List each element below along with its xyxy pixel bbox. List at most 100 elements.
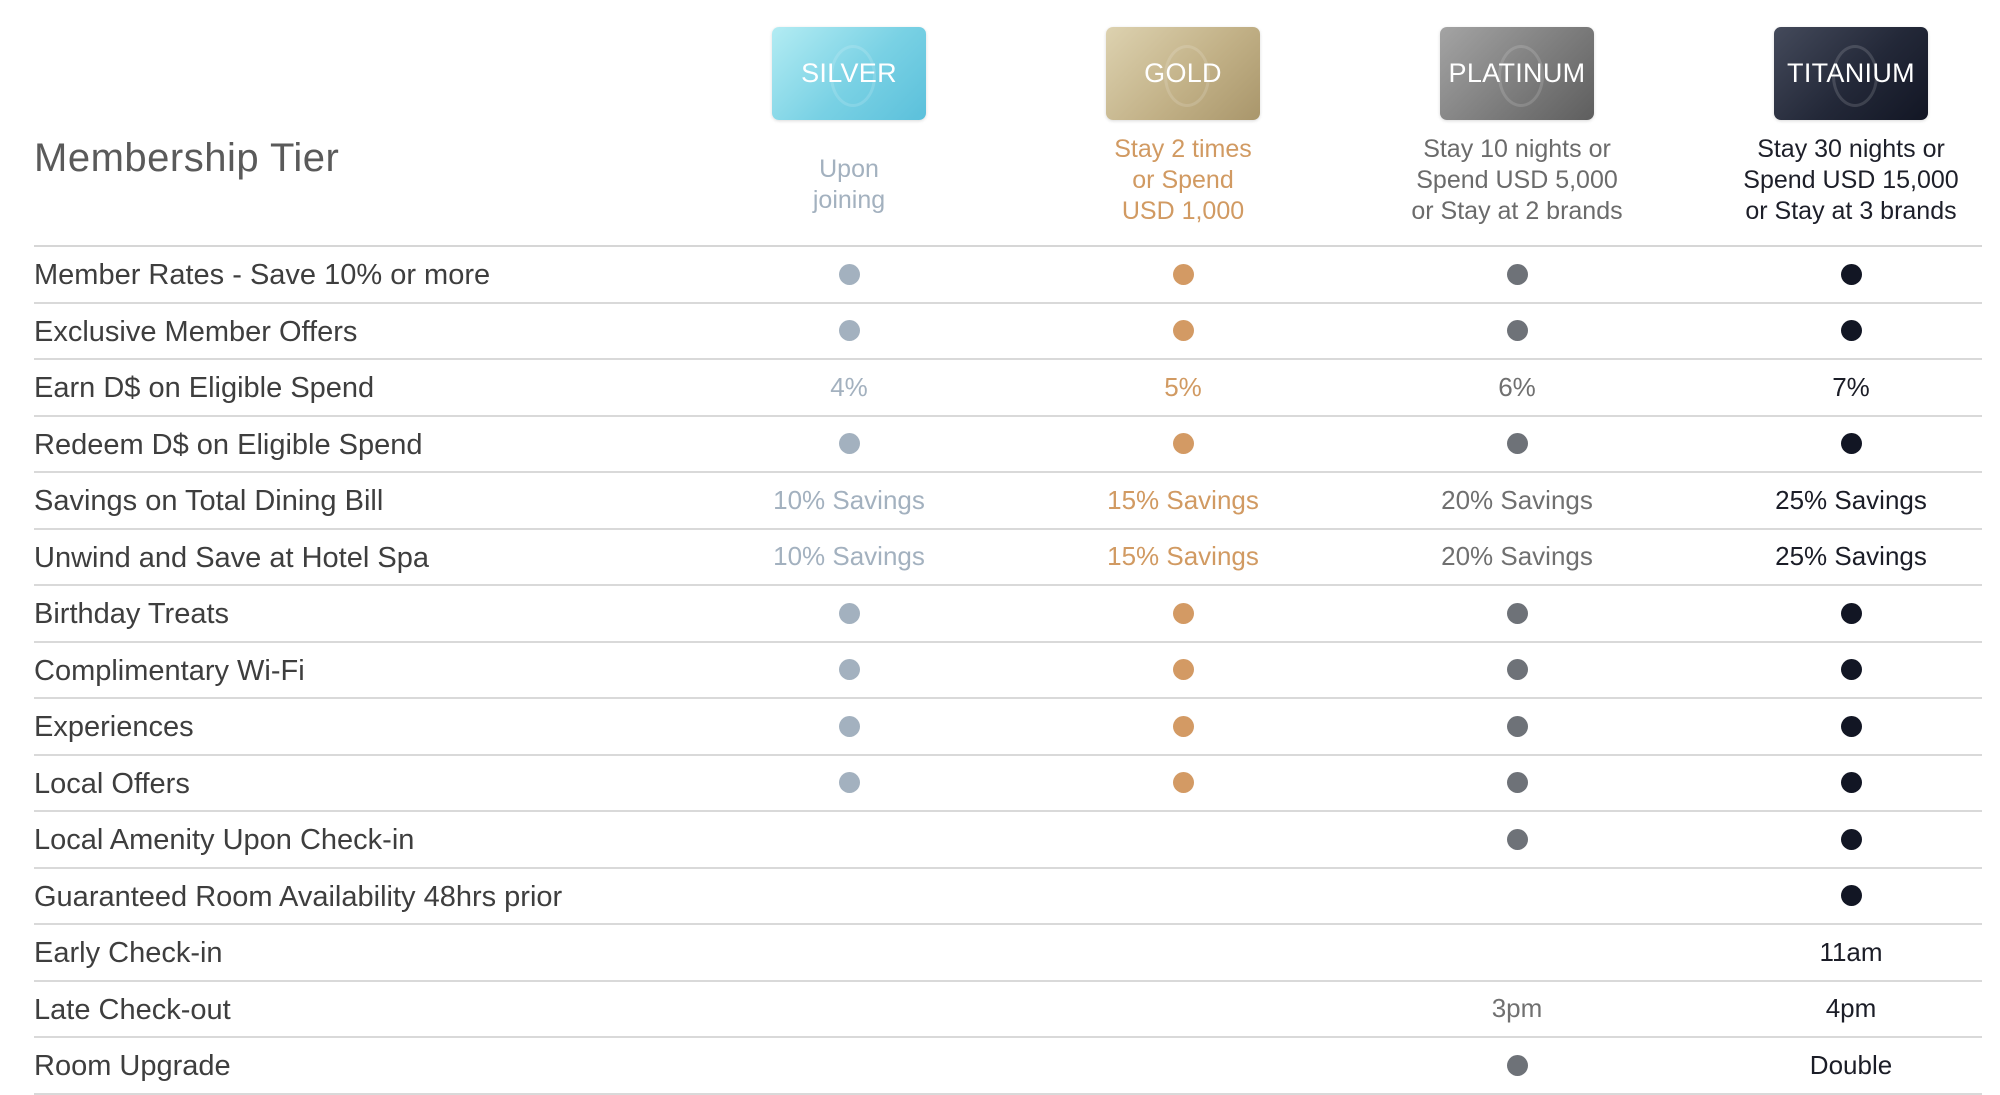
included-dot-icon — [838, 715, 860, 737]
platinum-cell — [1387, 247, 1647, 302]
silver-cell — [719, 982, 979, 1037]
titanium-cell: 4pm — [1721, 982, 1981, 1037]
included-dot-icon — [1172, 433, 1194, 455]
platinum-cell — [1387, 586, 1647, 641]
included-dot-icon — [838, 602, 860, 624]
benefit-value: 20% Savings — [1441, 484, 1593, 515]
platinum-cell: 3pm — [1387, 982, 1647, 1037]
table-row: Member Rates - Save 10% or more — [34, 247, 1982, 304]
gold-cell — [1053, 699, 1313, 754]
included-dot-icon — [1506, 715, 1528, 737]
silver-cell — [719, 304, 979, 359]
titanium-cell: 25% Savings — [1721, 473, 1981, 528]
included-dot-icon — [1506, 659, 1528, 681]
included-dot-icon — [1506, 320, 1528, 342]
silver-cell — [719, 417, 979, 472]
included-dot-icon — [838, 433, 860, 455]
feature-label: Birthday Treats — [34, 598, 230, 630]
silver-cell: 10% Savings — [719, 530, 979, 585]
gold-cell — [1053, 586, 1313, 641]
gold-cell — [1053, 247, 1313, 302]
titanium-cell: 25% Savings — [1721, 530, 1981, 585]
gold-cell — [1053, 1038, 1313, 1093]
included-dot-icon — [1506, 772, 1528, 794]
feature-label: Exclusive Member Offers — [34, 315, 358, 348]
feature-label: Local Amenity Upon Check-in — [34, 824, 415, 856]
titanium-cell — [1721, 417, 1981, 472]
table-row: Local Offers — [34, 756, 1982, 812]
silver-cell — [719, 925, 979, 980]
gold-cell: 15% Savings — [1053, 530, 1313, 585]
feature-label: Room Upgrade — [34, 1050, 231, 1082]
feature-label: Local Offers — [34, 767, 190, 800]
platinum-cell: 6% — [1387, 360, 1647, 415]
feature-label: Complimentary Wi-Fi — [34, 654, 305, 687]
feature-label: Redeem D$ on Eligible Spend — [34, 428, 423, 461]
benefit-value: 5% — [1164, 371, 1202, 402]
included-dot-icon — [1506, 433, 1528, 455]
included-dot-icon — [1172, 320, 1194, 342]
benefit-value: 15% Savings — [1107, 484, 1259, 515]
benefit-value: 25% Savings — [1775, 541, 1927, 572]
gold-cell — [1053, 643, 1313, 698]
silver-cell — [719, 247, 979, 302]
titanium-cell — [1721, 699, 1981, 754]
platinum-cell — [1387, 925, 1647, 980]
table-row: Local Amenity Upon Check-in — [34, 812, 1982, 869]
platinum-cell — [1387, 869, 1647, 924]
gold-cell — [1053, 756, 1313, 811]
silver-tier-label: SILVER — [801, 58, 897, 88]
included-dot-icon — [838, 772, 860, 794]
included-dot-icon — [1172, 659, 1194, 681]
titanium-cell — [1721, 304, 1981, 359]
titanium-tier-card: TITANIUM — [1774, 27, 1928, 120]
titanium-cell — [1721, 812, 1981, 867]
table-row: Late Check-out 3pm 4pm — [34, 982, 1982, 1038]
included-dot-icon — [1840, 659, 1862, 681]
table-row: Guaranteed Room Availability 48hrs prior — [34, 869, 1982, 925]
table-row: Early Check-in 11am — [34, 925, 1982, 982]
platinum-tier-card: PLATINUM — [1440, 27, 1594, 120]
gold-cell — [1053, 812, 1313, 867]
platinum-cell — [1387, 304, 1647, 359]
gold-cell — [1053, 417, 1313, 472]
silver-cell: 4% — [719, 360, 979, 415]
silver-cell: 10% Savings — [719, 473, 979, 528]
titanium-cell — [1721, 586, 1981, 641]
titanium-cell — [1721, 869, 1981, 924]
titanium-cell — [1721, 756, 1981, 811]
gold-cell: 15% Savings — [1053, 473, 1313, 528]
silver-requirement: Upon joining — [812, 155, 886, 214]
gold-cell — [1053, 304, 1313, 359]
table-row: Experiences — [34, 699, 1982, 756]
table-row: Unwind and Save at Hotel Spa 10% Savings 1… — [34, 530, 1982, 586]
silver-cell — [719, 586, 979, 641]
platinum-cell: 20% Savings — [1387, 530, 1647, 585]
feature-label: Experiences — [34, 711, 194, 743]
included-dot-icon — [1840, 885, 1862, 907]
titanium-cell: 7% — [1721, 360, 1981, 415]
feature-label: Unwind and Save at Hotel Spa — [34, 541, 429, 574]
benefit-value: 7% — [1832, 371, 1870, 402]
titanium-cell: Double — [1721, 1038, 1981, 1093]
platinum-cell — [1387, 699, 1647, 754]
titanium-cell — [1721, 643, 1981, 698]
feature-label: Member Rates - Save 10% or more — [34, 259, 491, 291]
platinum-cell — [1387, 417, 1647, 472]
platinum-cell: 20% Savings — [1387, 473, 1647, 528]
feature-label: Earn D$ on Eligible Spend — [34, 372, 375, 404]
included-dot-icon — [1840, 772, 1862, 794]
table-row: Birthday Treats — [34, 586, 1982, 643]
included-dot-icon — [1506, 1054, 1528, 1076]
table-row: Exclusive Member Offers — [34, 304, 1982, 360]
table-row: Complimentary Wi-Fi — [34, 643, 1982, 699]
gold-requirement: Stay 2 times or Spend USD 1,000 — [1114, 135, 1252, 225]
benefit-value: 4pm — [1825, 993, 1877, 1024]
silver-cell — [719, 1038, 979, 1093]
table-row: Earn D$ on Eligible Spend 4% 5% 6% 7% — [34, 360, 1982, 417]
platinum-tier-label: PLATINUM — [1448, 58, 1586, 88]
included-dot-icon — [838, 659, 860, 681]
gold-cell — [1053, 982, 1313, 1037]
platinum-cell — [1387, 756, 1647, 811]
feature-label: Late Check-out — [34, 993, 231, 1026]
